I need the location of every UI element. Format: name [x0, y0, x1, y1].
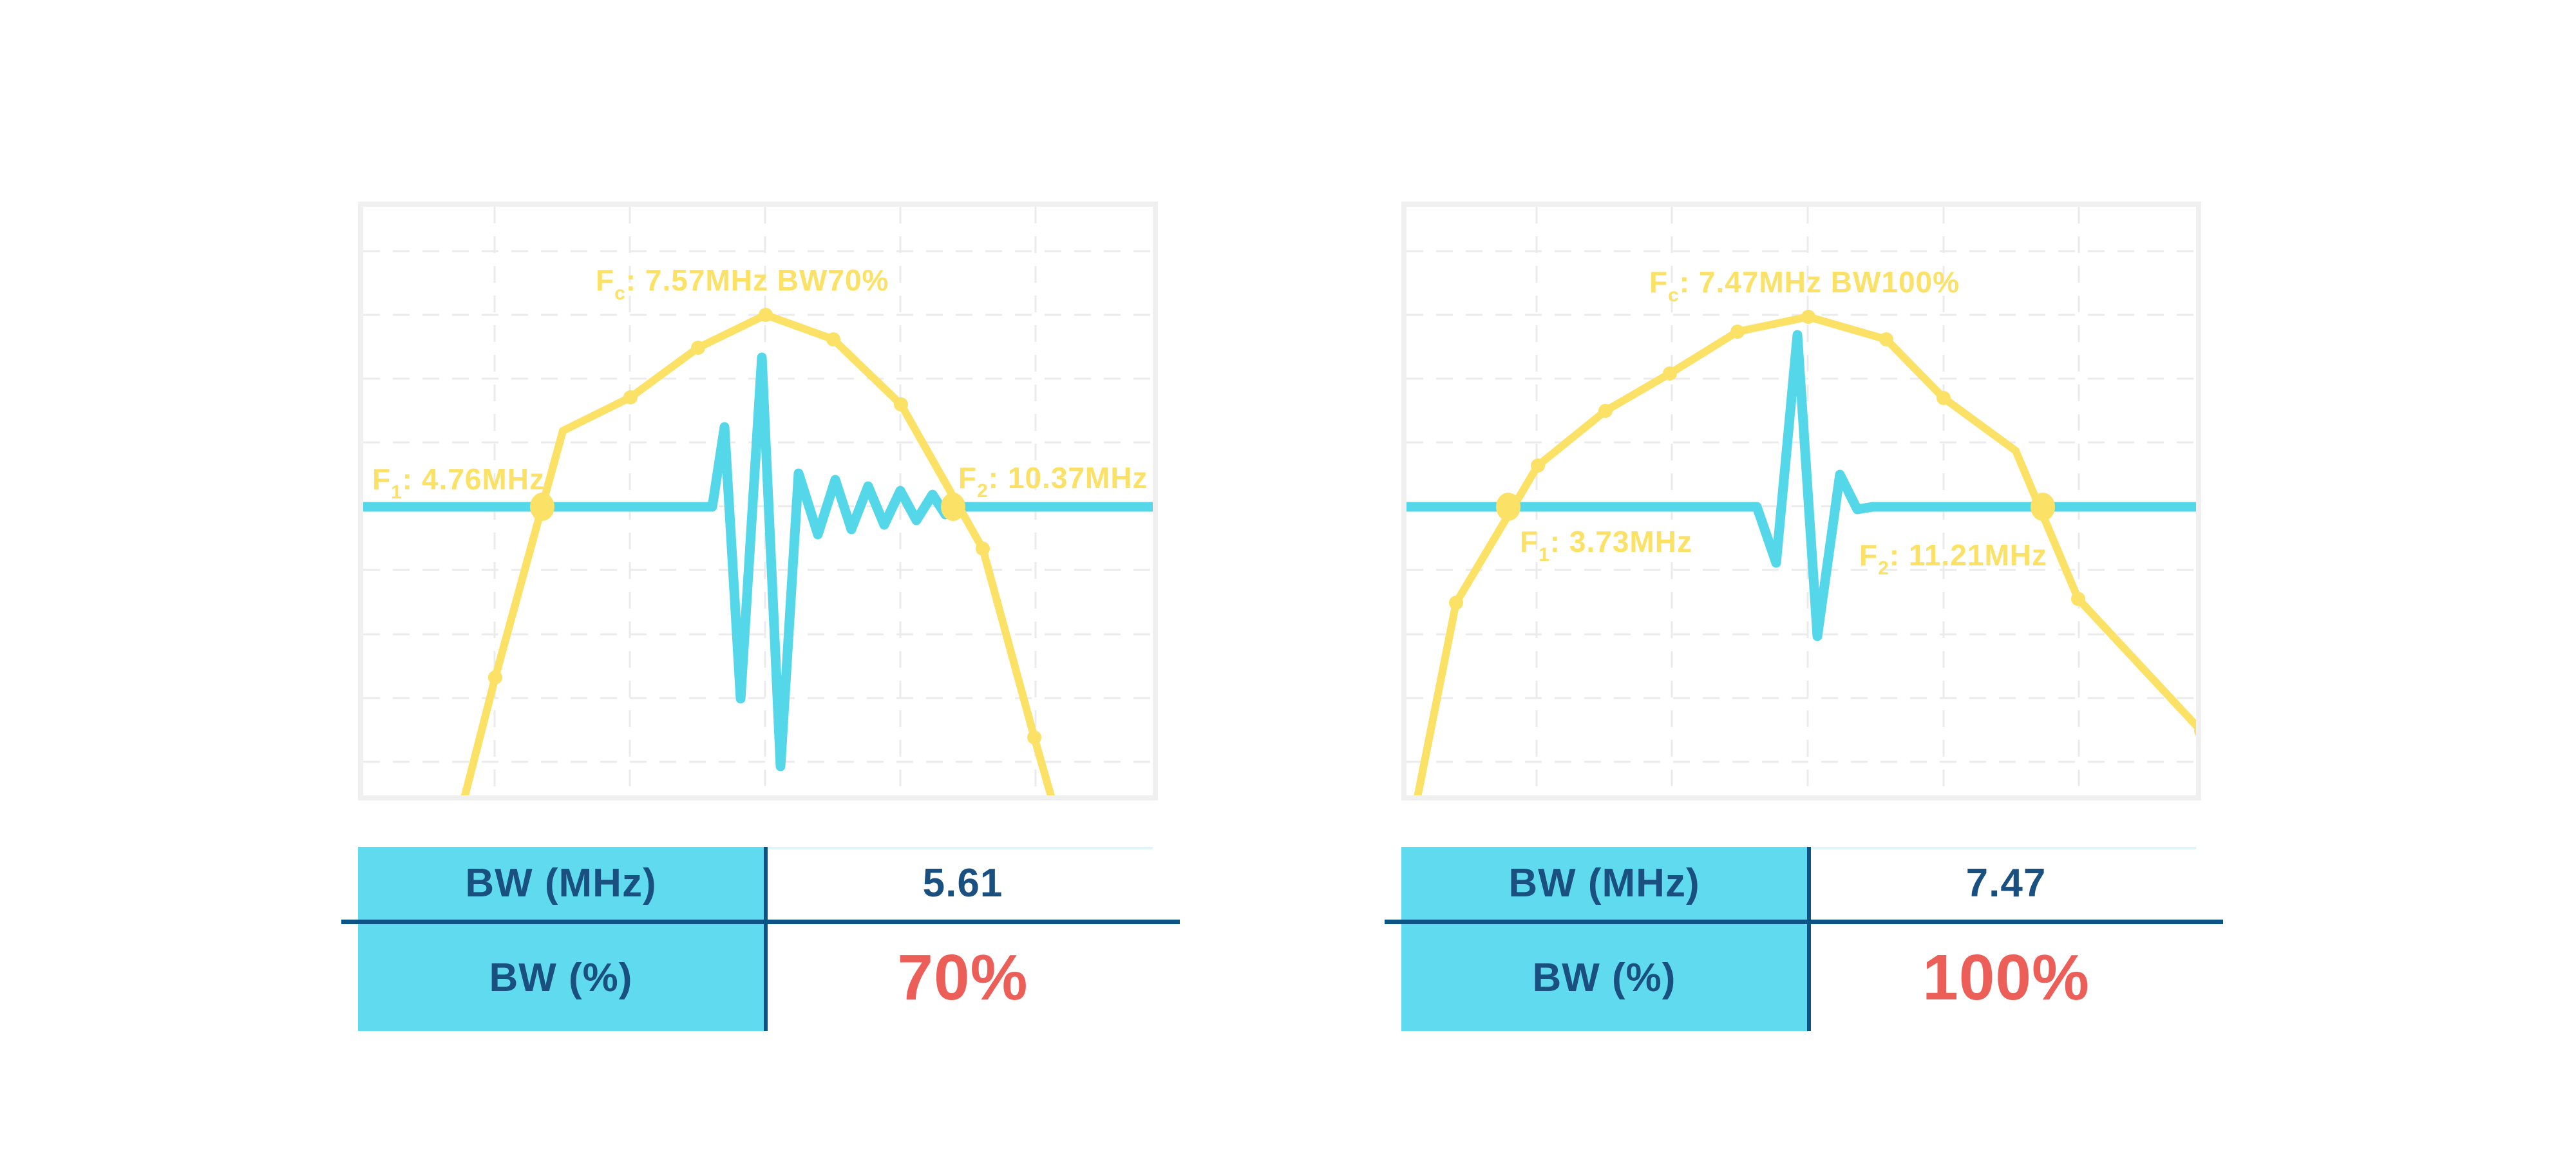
- data-point-marker: [2194, 726, 2196, 736]
- bw-percent-value: 70%: [897, 941, 1028, 1014]
- data-point-marker: [488, 670, 502, 685]
- table-horizontal-divider: [1385, 920, 2223, 924]
- data-point-marker: [1937, 391, 1951, 405]
- bw-mhz-label: BW (MHz): [465, 861, 657, 905]
- data-point-marker: [1801, 310, 1815, 324]
- spectrum-curve: [1414, 313, 2196, 795]
- bw-mhz-label: BW (MHz): [1508, 861, 1700, 905]
- spectrum-plot-bw70: Fc: 7.57MHz BW70% F1: 4.76MHz F2: 10.37MHz: [358, 202, 1158, 800]
- data-point-marker: [1663, 366, 1677, 381]
- table-horizontal-divider: [341, 920, 1180, 924]
- data-point-marker: [1449, 596, 1463, 610]
- bandwidth-table-bw100: BW (MHz) 7.47 BW (%) 100%: [1385, 847, 2223, 1031]
- table-vertical-divider: [764, 847, 768, 1031]
- plot-canvas: Fc: 7.47MHz BW100% F1: 3.73MHz F2: 11.21MH…: [1406, 207, 2196, 795]
- table-top-accent-line: [1811, 847, 2196, 849]
- table-header-column: [358, 847, 764, 1031]
- bw-percent-label: BW (%): [1532, 955, 1676, 1000]
- data-point-marker: [826, 332, 840, 346]
- bandwidth-crossing-marker: [1496, 493, 1520, 521]
- table-header-column: [1401, 847, 1807, 1031]
- bw-percent-label: BW (%): [489, 955, 633, 1000]
- plot-canvas: Fc: 7.57MHz BW70% F1: 4.76MHz F2: 10.37MHz: [363, 207, 1153, 795]
- bw-percent-value: 100%: [1922, 941, 2090, 1014]
- f1-frequency-label: F1: 4.76MHz: [372, 462, 545, 503]
- data-point-marker: [1730, 325, 1745, 339]
- bandwidth-table-bw70: BW (MHz) 5.61 BW (%) 70%: [341, 847, 1180, 1031]
- table-vertical-divider: [1807, 847, 1811, 1031]
- data-point-marker: [691, 341, 705, 355]
- data-point-marker: [1598, 404, 1613, 418]
- data-point-marker: [759, 308, 773, 322]
- bw-mhz-value: 7.47: [1965, 861, 2047, 905]
- data-point-marker: [976, 542, 990, 556]
- table-top-accent-line: [768, 847, 1153, 849]
- data-point-marker: [623, 390, 638, 404]
- f2-frequency-label: F2: 10.37MHz: [958, 461, 1148, 502]
- data-point-marker: [1027, 730, 1041, 744]
- data-point-marker: [1879, 332, 1893, 346]
- fc-frequency-label: Fc: 7.57MHz BW70%: [596, 263, 889, 304]
- bandwidth-crossing-marker: [530, 493, 554, 521]
- pulse-waveform: [1406, 330, 2196, 641]
- pulse-waveform: [363, 352, 1153, 771]
- f1-frequency-label: F1: 3.73MHz: [1520, 525, 1692, 565]
- bandwidth-crossing-marker: [2031, 493, 2055, 521]
- data-point-marker: [2071, 592, 2085, 606]
- data-point-marker: [894, 397, 908, 411]
- f2-frequency-label: F2: 11.21MHz: [1859, 538, 2047, 579]
- data-point-marker: [1531, 459, 1545, 473]
- fc-frequency-label: Fc: 7.47MHz BW100%: [1649, 265, 1960, 306]
- spectrum-plot-bw100: Fc: 7.47MHz BW100% F1: 3.73MHz F2: 11.21MH…: [1401, 202, 2201, 800]
- bw-mhz-value: 5.61: [922, 861, 1003, 905]
- bandwidth-crossing-marker: [941, 493, 965, 521]
